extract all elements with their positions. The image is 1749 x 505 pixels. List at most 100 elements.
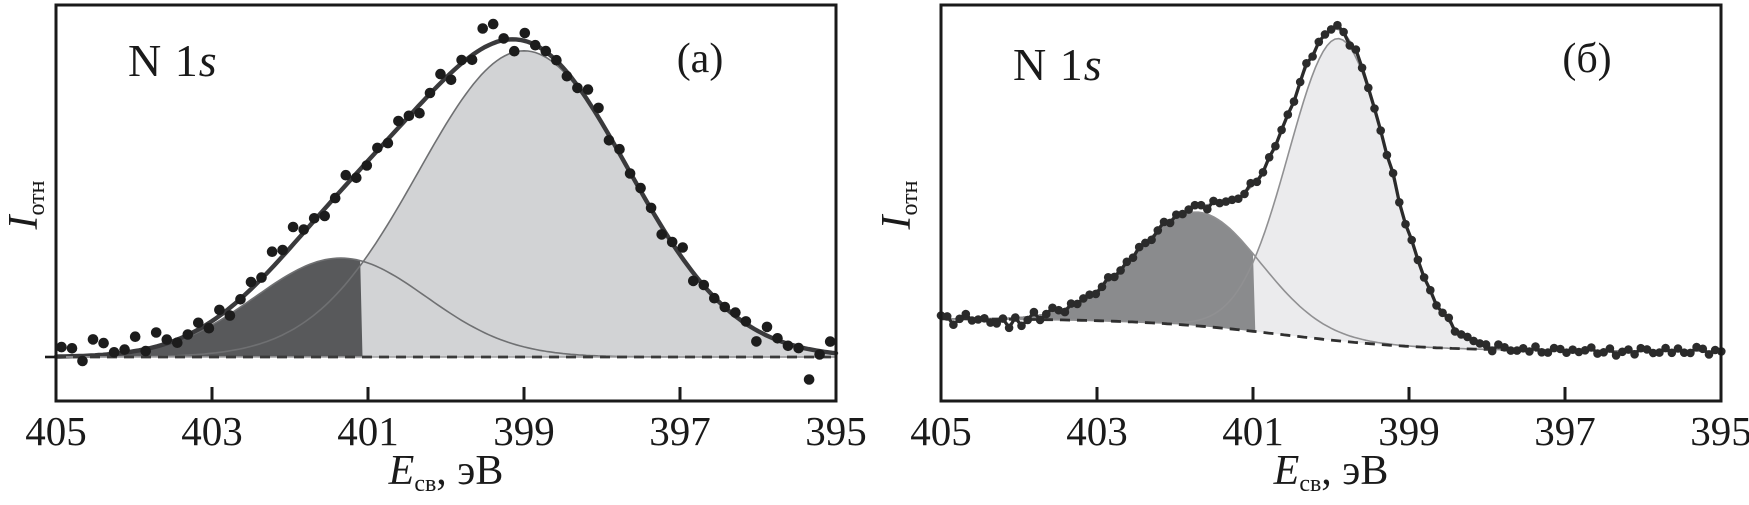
data-point	[1438, 308, 1447, 318]
data-point	[1147, 235, 1156, 245]
data-point	[1655, 348, 1664, 357]
data-point	[193, 317, 204, 329]
data-point	[1525, 347, 1534, 356]
data-point	[624, 168, 636, 179]
x-symbol: E	[388, 448, 415, 494]
data-point	[509, 45, 520, 57]
panel-label-a: (a)	[676, 36, 724, 82]
data-point	[1153, 226, 1163, 235]
data-point	[1165, 218, 1175, 228]
data-point	[1339, 27, 1348, 37]
data-point	[224, 310, 236, 321]
spectrum-label-b: N 1s	[1013, 38, 1103, 91]
data-point	[519, 27, 531, 39]
data-point	[382, 137, 394, 149]
data-point	[1097, 282, 1107, 292]
data-point	[530, 39, 541, 51]
data-point	[1419, 273, 1429, 282]
data-point	[1029, 307, 1039, 317]
data-point	[1407, 235, 1416, 245]
measured-data-points	[56, 18, 836, 385]
data-point	[1543, 348, 1553, 357]
data-point	[949, 320, 958, 330]
data-point	[1116, 266, 1125, 275]
data-point	[1134, 242, 1144, 252]
data-point	[980, 314, 989, 323]
data-point	[1110, 272, 1119, 282]
data-point	[1556, 344, 1565, 354]
data-point	[1252, 177, 1262, 187]
data-point	[1258, 168, 1268, 177]
data-point	[129, 331, 141, 343]
data-point	[730, 307, 741, 318]
x-symbol: E	[1273, 448, 1300, 494]
data-point	[572, 82, 583, 94]
measured-data-points	[936, 20, 1726, 360]
y-axis-title-a: Iотн	[0, 125, 50, 285]
data-point	[1264, 153, 1274, 162]
data-point	[372, 142, 383, 154]
x-tick-label: 397	[1534, 408, 1596, 454]
data-point	[1370, 104, 1379, 113]
data-point	[435, 68, 446, 80]
data-point	[998, 314, 1008, 323]
data-point	[1017, 321, 1026, 331]
data-point	[1679, 348, 1689, 358]
data-point	[119, 344, 130, 355]
data-point	[1376, 126, 1385, 135]
panel-a	[45, 3, 839, 403]
data-point	[1382, 150, 1392, 160]
x-tick-label: 399	[1378, 408, 1440, 454]
data-point	[1042, 309, 1051, 319]
x-tick-label: 397	[649, 408, 711, 454]
data-point	[942, 312, 952, 321]
data-point	[498, 33, 510, 44]
data-point	[582, 84, 594, 95]
data-point	[645, 202, 657, 214]
data-point	[1302, 59, 1311, 68]
x-tick-label: 403	[181, 408, 243, 454]
x-tick-label: 395	[1690, 408, 1749, 454]
data-point	[1122, 257, 1132, 267]
x-tick-label: 395	[805, 408, 867, 454]
data-point	[361, 160, 373, 171]
data-point	[403, 110, 415, 122]
data-point	[1023, 315, 1032, 325]
x-axis-title-a: Eсв, эВ	[316, 447, 576, 497]
data-point	[1060, 307, 1070, 317]
data-point	[1184, 205, 1193, 214]
data-point	[709, 292, 720, 304]
data-point	[1388, 168, 1398, 178]
data-point	[677, 242, 688, 253]
data-point	[1673, 344, 1683, 353]
orbital-label: s	[198, 35, 218, 86]
data-point	[1426, 285, 1435, 295]
data-point	[1283, 110, 1293, 119]
data-point	[287, 221, 299, 233]
data-point	[108, 347, 120, 358]
data-point	[1357, 63, 1367, 73]
data-point	[329, 192, 341, 204]
x-tick-label: 399	[493, 408, 555, 454]
data-point	[803, 374, 815, 385]
data-point	[182, 329, 194, 340]
data-point	[1277, 125, 1286, 135]
data-point	[277, 244, 288, 256]
data-point	[772, 333, 783, 344]
data-point	[1667, 348, 1677, 358]
data-point	[140, 345, 151, 357]
data-point	[1203, 204, 1212, 214]
data-point	[1698, 344, 1708, 354]
data-point	[1066, 299, 1076, 308]
data-point	[414, 107, 425, 119]
x-unit: , эВ	[436, 448, 504, 494]
data-point	[161, 334, 173, 345]
axes-box	[54, 3, 838, 403]
y-symbol: I	[1, 215, 47, 230]
data-point	[1128, 253, 1138, 262]
data-point	[1073, 299, 1082, 309]
data-point	[1326, 25, 1336, 34]
data-point	[1345, 41, 1355, 50]
data-point	[561, 70, 573, 82]
